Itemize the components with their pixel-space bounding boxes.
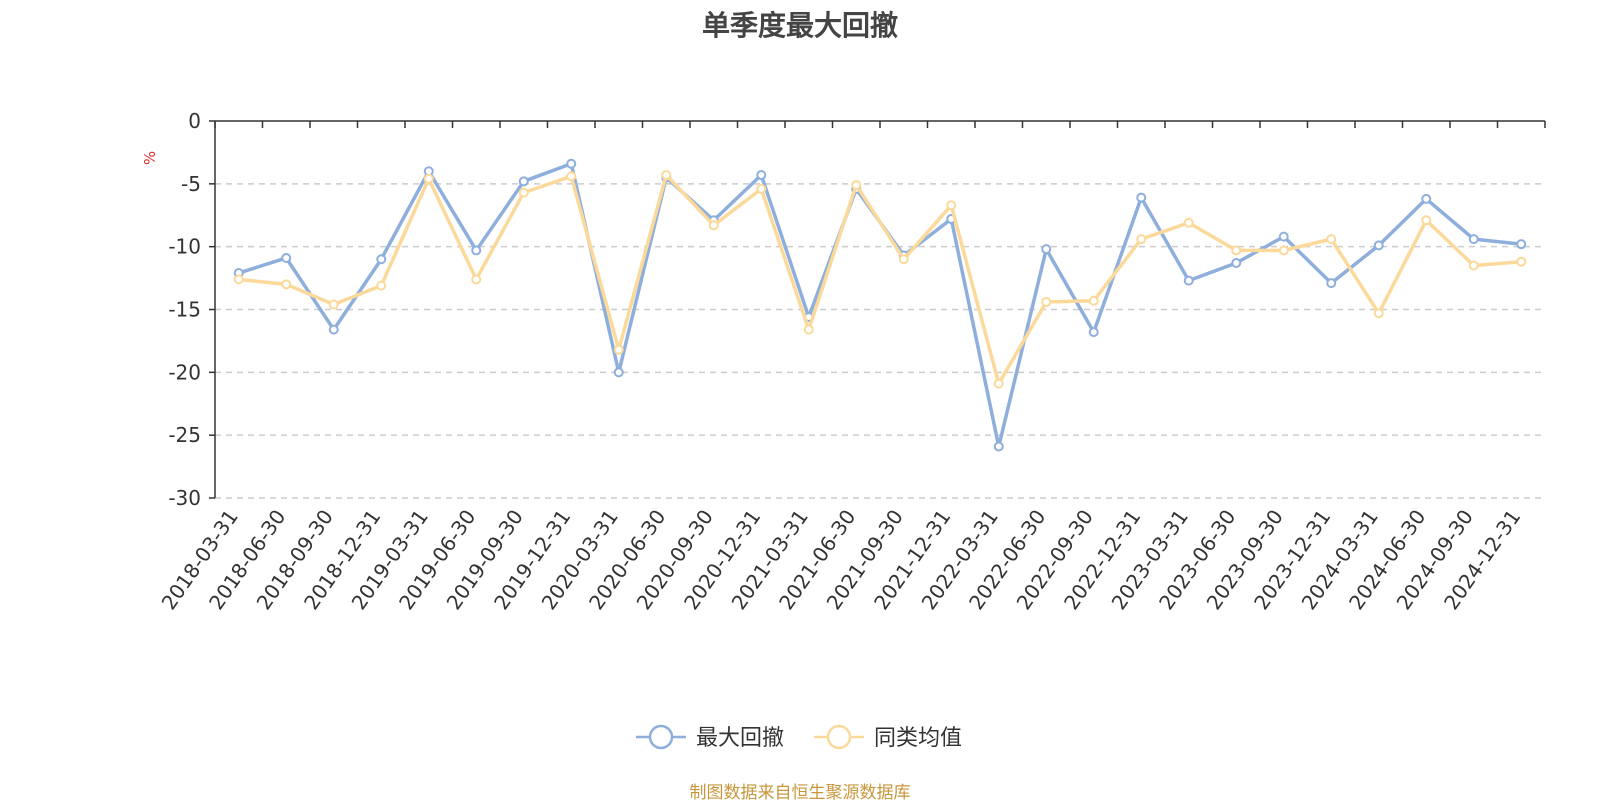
data-point bbox=[993, 441, 1004, 452]
series-layer bbox=[233, 158, 1527, 452]
data-point bbox=[708, 220, 719, 231]
legend-marker bbox=[648, 724, 674, 750]
data-point bbox=[756, 183, 767, 194]
data-point bbox=[1421, 193, 1432, 204]
data-point bbox=[1326, 278, 1337, 289]
data-point bbox=[1183, 275, 1194, 286]
legend[interactable]: 最大回撤 同类均值 bbox=[636, 724, 962, 751]
data-point bbox=[471, 245, 482, 256]
data-point bbox=[281, 252, 292, 263]
data-point bbox=[851, 180, 862, 191]
data-point bbox=[993, 378, 1004, 389]
data-point bbox=[1183, 217, 1194, 228]
legend-label: 最大回撤 bbox=[696, 726, 784, 751]
data-point bbox=[518, 176, 529, 187]
data-point bbox=[1231, 245, 1242, 256]
y-tick-label: -25 bbox=[168, 423, 201, 447]
source-note: 制图数据来自恒生聚源数据库 bbox=[689, 783, 911, 803]
data-point bbox=[1278, 231, 1289, 242]
y-tick-label: 0 bbox=[188, 109, 201, 133]
data-point bbox=[1468, 234, 1479, 245]
data-point bbox=[328, 324, 339, 335]
data-point bbox=[1231, 258, 1242, 269]
data-point bbox=[376, 254, 387, 265]
data-point bbox=[1278, 245, 1289, 256]
y-tick-label: -15 bbox=[168, 298, 201, 322]
data-point bbox=[566, 171, 577, 182]
data-point bbox=[898, 254, 909, 265]
data-point bbox=[946, 200, 957, 211]
legend-marker bbox=[826, 724, 852, 750]
y-tick-label: -5 bbox=[181, 172, 201, 196]
data-point bbox=[518, 187, 529, 198]
data-point bbox=[1516, 239, 1527, 250]
data-point bbox=[1468, 260, 1479, 271]
data-point bbox=[1136, 192, 1147, 203]
data-point bbox=[1136, 234, 1147, 245]
series-line-2 bbox=[238, 173, 1522, 386]
data-point bbox=[1516, 256, 1527, 267]
data-point bbox=[1088, 295, 1099, 306]
y-tick-label: -20 bbox=[168, 360, 201, 384]
data-point bbox=[281, 279, 292, 290]
data-point bbox=[328, 299, 339, 310]
data-point bbox=[566, 158, 577, 169]
data-point bbox=[1421, 215, 1432, 226]
data-point bbox=[613, 344, 624, 355]
data-point bbox=[1041, 244, 1052, 255]
data-point bbox=[1041, 296, 1052, 307]
chart-title: 单季度最大回撤 bbox=[701, 9, 898, 42]
data-point bbox=[1373, 240, 1384, 251]
data-point bbox=[1326, 234, 1337, 245]
data-point bbox=[613, 367, 624, 378]
data-point bbox=[423, 173, 434, 184]
grid-lines bbox=[215, 183, 1545, 499]
y-tick-label: -30 bbox=[168, 486, 201, 510]
data-point bbox=[233, 274, 244, 285]
data-point bbox=[471, 274, 482, 285]
data-point bbox=[1088, 327, 1099, 338]
y-axis-label: % bbox=[141, 151, 159, 165]
data-point bbox=[661, 170, 672, 181]
data-point bbox=[756, 170, 767, 181]
data-point bbox=[376, 280, 387, 291]
data-point bbox=[1373, 308, 1384, 319]
y-tick-label: -10 bbox=[168, 235, 201, 259]
legend-label: 同类均值 bbox=[874, 726, 962, 751]
data-point bbox=[803, 324, 814, 335]
axes: 0-5-10-15-20-25-302018-03-312018-06-3020… bbox=[157, 109, 1546, 614]
series-line-1 bbox=[238, 161, 1522, 449]
